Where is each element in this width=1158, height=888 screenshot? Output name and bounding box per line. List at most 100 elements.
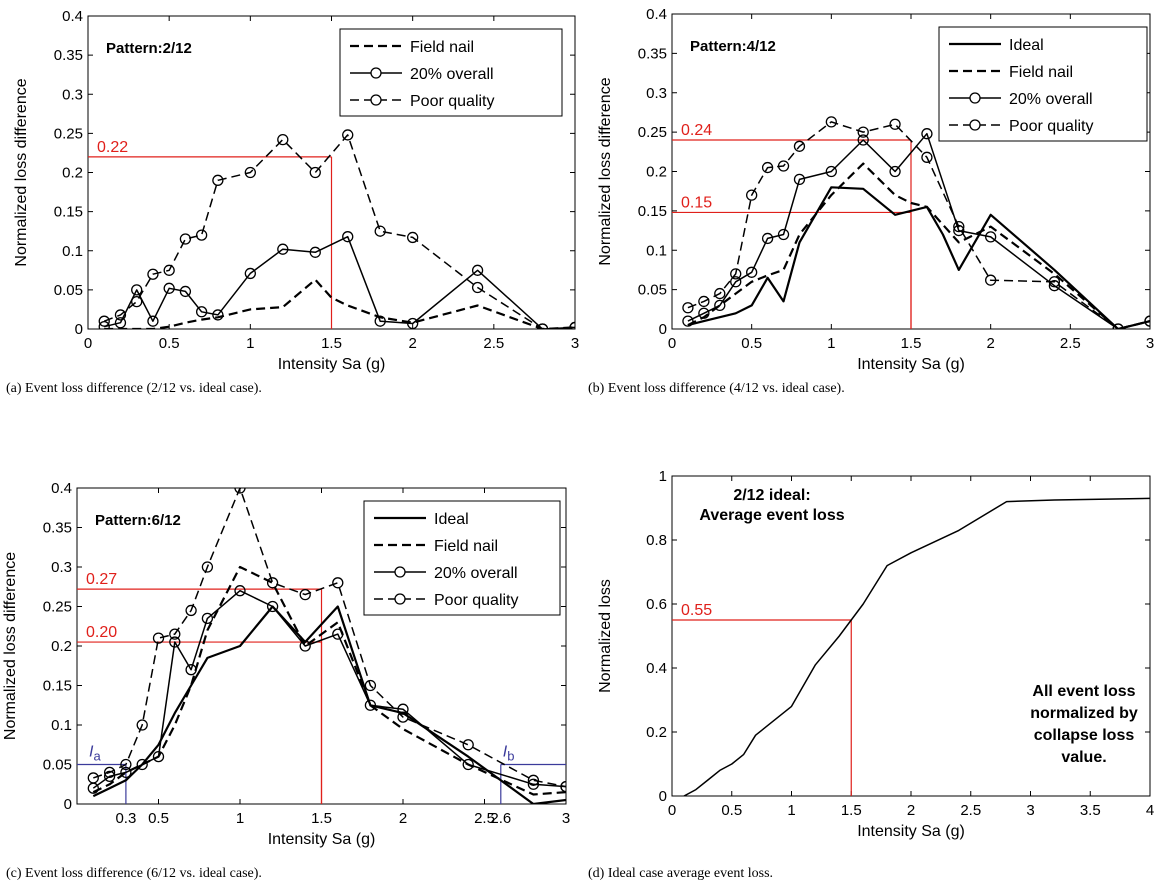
x-tick-label: 3 bbox=[562, 810, 570, 827]
data-point bbox=[793, 173, 806, 186]
data-point bbox=[985, 274, 997, 286]
data-point bbox=[212, 174, 224, 186]
data-point bbox=[103, 766, 116, 779]
chart-title-line: Average event loss bbox=[699, 507, 844, 524]
y-tick-label: 0.35 bbox=[638, 45, 667, 62]
annotation-label: 0.24 bbox=[681, 122, 712, 139]
legend-entry: Field nail bbox=[1009, 64, 1073, 81]
data-point bbox=[169, 628, 181, 640]
data-point bbox=[179, 285, 192, 298]
y-tick-label: 0.05 bbox=[638, 282, 667, 299]
legend-entry: Ideal bbox=[1009, 37, 1044, 54]
data-point bbox=[364, 699, 377, 711]
data-point bbox=[131, 284, 143, 296]
annotation-label: 0.20 bbox=[86, 624, 117, 641]
data-point bbox=[921, 128, 933, 140]
legend-entry: Poor quality bbox=[434, 592, 519, 609]
x-tick-label: 1 bbox=[246, 335, 254, 352]
y-axis-label: Normalized loss bbox=[597, 579, 614, 693]
data-point bbox=[1112, 323, 1124, 329]
data-point bbox=[407, 231, 419, 244]
data-point bbox=[889, 118, 901, 130]
data-point bbox=[471, 281, 484, 294]
data-point bbox=[730, 276, 742, 288]
data-point bbox=[136, 758, 148, 771]
data-point bbox=[185, 664, 197, 676]
data-point bbox=[471, 264, 484, 276]
data-point bbox=[569, 321, 575, 329]
marker-symbol: Ib bbox=[503, 744, 515, 764]
data-point bbox=[244, 166, 256, 179]
chart-note-line: collapse loss bbox=[1034, 727, 1135, 744]
x-tick-label: 1 bbox=[787, 802, 795, 819]
y-tick-label: 0.6 bbox=[646, 596, 667, 613]
series-line-ideal bbox=[687, 186, 1150, 329]
x-tick-label: 0.5 bbox=[159, 335, 180, 352]
y-tick-label: 0.4 bbox=[51, 480, 72, 497]
y-tick-label: 0.25 bbox=[54, 125, 83, 142]
legend-marker bbox=[394, 566, 406, 578]
legend-entry: 20% overall bbox=[410, 66, 494, 83]
data-point bbox=[714, 299, 726, 312]
data-point bbox=[698, 307, 710, 319]
pattern-label: Pattern:6/12 bbox=[95, 512, 181, 529]
y-tick-label: 0.4 bbox=[646, 6, 667, 23]
data-point bbox=[332, 628, 344, 640]
series-line-20-overall bbox=[104, 235, 575, 329]
y-axis-label: Normalized loss difference bbox=[13, 78, 30, 266]
data-point bbox=[777, 228, 790, 241]
pattern-label: Pattern:2/12 bbox=[106, 40, 192, 57]
y-axis-label: Normalized loss difference bbox=[597, 77, 614, 265]
data-point bbox=[1048, 276, 1061, 288]
data-point bbox=[201, 612, 214, 624]
data-point bbox=[857, 134, 869, 146]
legend: Ideal Field nail 20% overall Poor quality bbox=[363, 500, 561, 616]
data-point bbox=[397, 703, 409, 715]
x-tick-label: 2 bbox=[986, 335, 994, 352]
caption-a: (a) Event loss difference (2/12 vs. idea… bbox=[6, 381, 262, 396]
data-point bbox=[114, 309, 127, 321]
data-point bbox=[777, 160, 790, 172]
data-point bbox=[746, 189, 758, 201]
x-tick-label: 2.5 bbox=[1060, 335, 1081, 352]
y-tick-label: 0.2 bbox=[646, 724, 667, 741]
y-tick-label: 0.35 bbox=[54, 47, 83, 64]
data-point bbox=[299, 589, 311, 601]
data-point bbox=[682, 315, 694, 327]
x-axis-label: Intensity Sa (g) bbox=[857, 356, 965, 373]
annotation-label: 0.55 bbox=[681, 602, 712, 619]
series-line-field-nail bbox=[104, 278, 575, 329]
data-point bbox=[147, 268, 159, 280]
y-tick-label: 0.1 bbox=[646, 242, 667, 259]
data-point bbox=[462, 758, 474, 771]
data-point bbox=[195, 229, 208, 241]
chart-note-line: value. bbox=[1061, 749, 1106, 766]
series-group bbox=[98, 129, 575, 329]
marker-value-label: 0.3 bbox=[115, 810, 136, 827]
legend-entry: 20% overall bbox=[434, 565, 518, 582]
data-point bbox=[374, 315, 386, 327]
legend-entry: 20% overall bbox=[1009, 91, 1093, 108]
x-tick-label: 0 bbox=[668, 335, 676, 352]
series-line-20-overall bbox=[687, 132, 1150, 329]
x-axis-label: Intensity Sa (g) bbox=[278, 356, 386, 373]
data-point bbox=[825, 165, 837, 178]
chart-a: 0 0.5 1 1.5 2 2.5 3 0 0.05 0.1 0.15 0.2 0.25 0.3 0.35 0… bbox=[13, 8, 579, 373]
data-point bbox=[374, 225, 386, 237]
data-point bbox=[342, 129, 354, 141]
data-point bbox=[114, 317, 127, 329]
data-point bbox=[98, 321, 110, 329]
data-point bbox=[536, 323, 549, 329]
data-point bbox=[857, 126, 869, 138]
x-tick-label: 4 bbox=[1146, 802, 1154, 819]
data-point bbox=[309, 166, 321, 179]
x-tick-label: 0 bbox=[668, 802, 676, 819]
x-tick-label: 3.5 bbox=[1080, 802, 1101, 819]
data-point bbox=[131, 295, 143, 308]
chart-note-line: normalized by bbox=[1030, 705, 1138, 722]
y-tick-label: 0.15 bbox=[43, 678, 72, 695]
y-tick-label: 0 bbox=[659, 321, 667, 338]
marker-symbol: Ia bbox=[89, 744, 101, 764]
x-axis-label: Intensity Sa (g) bbox=[857, 823, 965, 840]
